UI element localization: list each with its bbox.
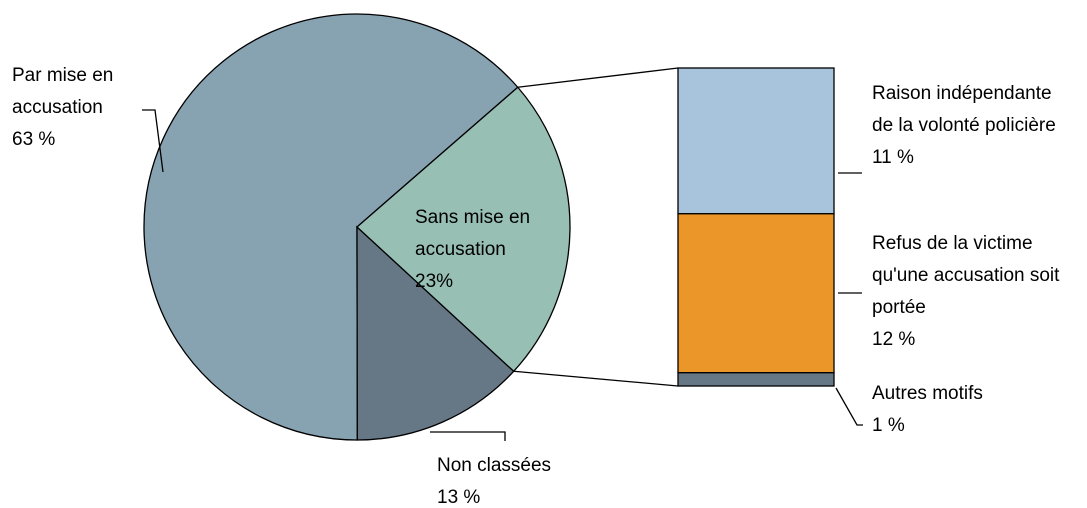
connector-line xyxy=(517,67,679,88)
label-value: 23% xyxy=(415,271,454,292)
leader-line xyxy=(835,387,863,426)
label-name: Raison indépendante de la volonté polici… xyxy=(872,83,1056,136)
data-label: Refus de la victime qu'une accusation so… xyxy=(872,228,1077,356)
label-value: 13 % xyxy=(437,487,481,508)
label-value: 11 % xyxy=(872,147,914,168)
bar-segment xyxy=(677,67,835,215)
data-label: Non classées 13 % xyxy=(437,450,607,508)
data-label: Autres motifs 1 % xyxy=(872,378,1077,442)
data-label: Par mise en accusation 63 % xyxy=(12,60,152,156)
label-name: Autres motifs xyxy=(872,383,983,404)
bar-segment xyxy=(677,372,835,387)
label-value: 63 % xyxy=(12,129,56,150)
pie-slice xyxy=(356,225,515,441)
label-name: Non classées xyxy=(437,455,552,476)
label-value: 1 % xyxy=(872,415,905,436)
leader-line xyxy=(142,109,164,173)
pie-slice xyxy=(143,13,519,441)
label-name: Refus de la victime qu'une accusation so… xyxy=(872,233,1060,318)
data-label: Sans mise en accusation 23% xyxy=(415,202,565,298)
label-name: Sans mise en accusation xyxy=(415,207,531,260)
leader-line xyxy=(430,431,506,441)
connector-line xyxy=(513,370,679,387)
bar-segment xyxy=(677,213,835,374)
label-value: 12 % xyxy=(872,329,916,350)
label-name: Par mise en accusation xyxy=(12,65,114,118)
data-label: Raison indépendante de la volonté polici… xyxy=(872,78,1077,174)
pie-slice xyxy=(356,86,571,373)
